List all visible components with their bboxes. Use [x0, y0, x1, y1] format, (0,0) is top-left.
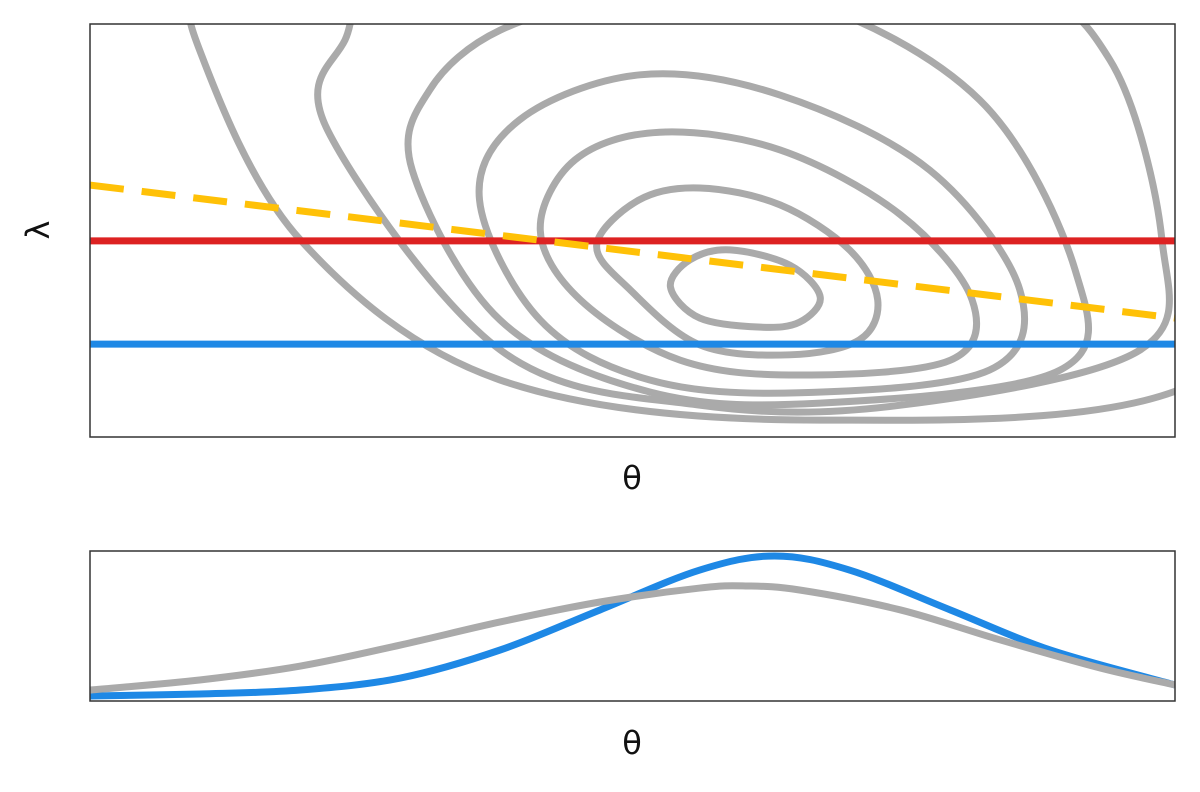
- y-axis-label: λ: [19, 221, 57, 240]
- contour: [536, 128, 981, 379]
- line: [90, 181, 1175, 322]
- plot-frame: [89, 23, 1176, 438]
- x-axis-label: θ: [622, 459, 642, 497]
- plot-frame: [89, 550, 1176, 702]
- x-axis-label: θ: [622, 724, 642, 762]
- contour: [314, 24, 1173, 416]
- contour: [187, 24, 1175, 424]
- contour: [475, 70, 1029, 397]
- line: [90, 582, 1175, 694]
- contour: [666, 246, 824, 331]
- contour: [593, 184, 882, 359]
